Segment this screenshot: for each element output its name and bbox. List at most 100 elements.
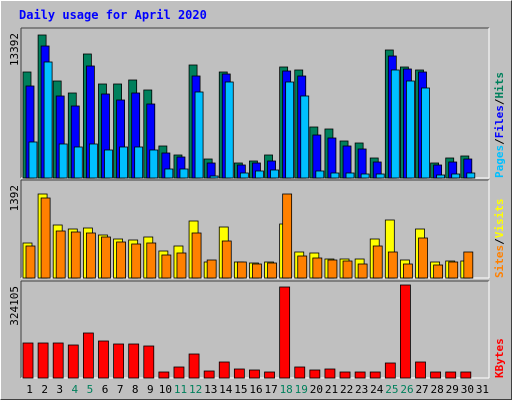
bar-kbytes-day-30: [460, 371, 472, 379]
panel-legend: Sites/Visits: [493, 199, 506, 279]
bar-pages-day-22: [345, 172, 355, 179]
bar-kbytes-day-5: [82, 332, 94, 379]
legend-separator: /: [493, 98, 506, 105]
bar-sites-day-1: [25, 245, 36, 279]
x-tick-day-26: 26: [400, 383, 413, 396]
x-tick-day-10: 10: [159, 383, 172, 396]
x-tick-day-15: 15: [234, 383, 247, 396]
bar-pages-day-18: [285, 81, 295, 179]
x-tick-day-21: 21: [325, 383, 338, 396]
bar-sites-day-25: [387, 251, 398, 279]
bar-kbytes-day-3: [52, 342, 64, 379]
x-tick-day-7: 7: [117, 383, 124, 396]
x-tick-day-28: 28: [431, 383, 444, 396]
legend-files: Files: [493, 105, 506, 138]
x-tick-day-12: 12: [189, 383, 202, 396]
bar-pages-day-15: [239, 172, 249, 179]
bar-pages-day-27: [421, 87, 430, 179]
x-tick-day-24: 24: [370, 383, 384, 396]
bar-sites-day-16: [252, 263, 262, 279]
bar-sites-day-2: [40, 197, 51, 279]
bar-sites-day-28: [433, 264, 444, 279]
bar-pages-day-2: [43, 61, 53, 179]
x-tick-day-29: 29: [446, 383, 459, 396]
panel-max-label: 1392: [8, 185, 21, 212]
bar-sites-day-20: [312, 257, 323, 279]
bar-kbytes-day-19: [294, 366, 306, 379]
bar-kbytes-day-8: [128, 343, 140, 379]
x-tick-day-9: 9: [147, 383, 154, 396]
series-pages: [28, 61, 476, 179]
panel-kbytes: 324105 KBytes: [8, 280, 506, 379]
x-tick-day-18: 18: [280, 383, 293, 396]
bar-sites-day-11: [176, 252, 187, 279]
x-tick-day-20: 20: [310, 383, 323, 396]
bar-sites-day-12: [191, 232, 202, 279]
bar-pages-day-26: [406, 80, 415, 179]
bar-kbytes-day-20: [309, 369, 321, 379]
bar-kbytes-day-9: [143, 345, 155, 379]
bar-sites-day-10: [161, 254, 172, 279]
bar-kbytes-day-28: [430, 371, 442, 379]
series-sites: [25, 193, 474, 279]
bar-sites-day-3: [55, 230, 66, 279]
bar-kbytes-day-7: [113, 343, 124, 379]
chart-title: Daily usage for April 2020: [19, 8, 207, 22]
bar-pages-day-30: [466, 172, 476, 179]
bar-kbytes-day-24: [369, 371, 381, 379]
x-tick-day-30: 30: [461, 383, 474, 396]
bar-sites-day-4: [70, 231, 81, 279]
x-tick-day-27: 27: [415, 383, 428, 396]
x-tick-day-19: 19: [295, 383, 308, 396]
bar-sites-day-30: [463, 251, 474, 279]
bar-sites-day-17: [267, 262, 277, 279]
bar-pages-day-25: [390, 69, 400, 179]
bar-kbytes-day-21: [324, 368, 336, 379]
bar-pages-day-6: [104, 149, 113, 179]
bar-pages-day-8: [134, 146, 144, 179]
legend-pages: Pages: [493, 145, 506, 178]
bar-kbytes-day-10: [158, 371, 170, 379]
bar-sites-day-22: [342, 260, 353, 279]
bar-sites-day-15: [236, 261, 247, 279]
legend-hits: Hits: [493, 72, 506, 99]
bar-kbytes-day-26: [400, 284, 411, 379]
bar-pages-day-7: [119, 146, 128, 179]
bar-sites-day-9: [146, 242, 157, 279]
bar-pages-day-19: [300, 95, 310, 179]
bar-kbytes-day-16: [249, 369, 260, 379]
bar-kbytes-day-23: [354, 371, 366, 379]
x-tick-day-3: 3: [56, 383, 63, 396]
bar-pages-day-13: [209, 175, 219, 179]
bar-kbytes-day-1: [22, 342, 34, 379]
x-tick-day-23: 23: [355, 383, 368, 396]
x-tick-day-25: 25: [385, 383, 398, 396]
bar-sites-day-5: [85, 232, 96, 279]
legend-separator: /: [493, 238, 506, 245]
bar-kbytes-day-2: [37, 342, 49, 379]
bar-pages-day-29: [451, 173, 461, 179]
bar-pages-day-10: [164, 168, 174, 179]
bar-kbytes-day-18: [279, 286, 291, 379]
bar-pages-day-4: [73, 146, 83, 179]
bar-kbytes-day-17: [264, 371, 275, 379]
x-tick-day-11: 11: [174, 383, 187, 396]
bar-kbytes-day-11: [173, 366, 185, 379]
bar-pages-day-12: [194, 91, 204, 179]
x-tick-day-22: 22: [340, 383, 353, 396]
x-tick-day-8: 8: [132, 383, 139, 396]
bar-pages-day-11: [179, 168, 189, 179]
bar-files-day-21: [327, 137, 337, 179]
x-tick-day-14: 14: [219, 383, 233, 396]
bar-sites-day-6: [101, 236, 111, 279]
legend-visits: Visits: [493, 199, 506, 239]
x-tick-day-6: 6: [102, 383, 109, 396]
legend-separator: /: [493, 138, 506, 145]
bar-sites-day-21: [327, 259, 338, 279]
bar-kbytes-day-13: [203, 370, 215, 379]
bar-pages-day-3: [58, 143, 68, 179]
bar-sites-day-27: [418, 237, 428, 279]
bar-pages-day-24: [375, 173, 385, 179]
bar-kbytes-day-14: [218, 361, 230, 379]
